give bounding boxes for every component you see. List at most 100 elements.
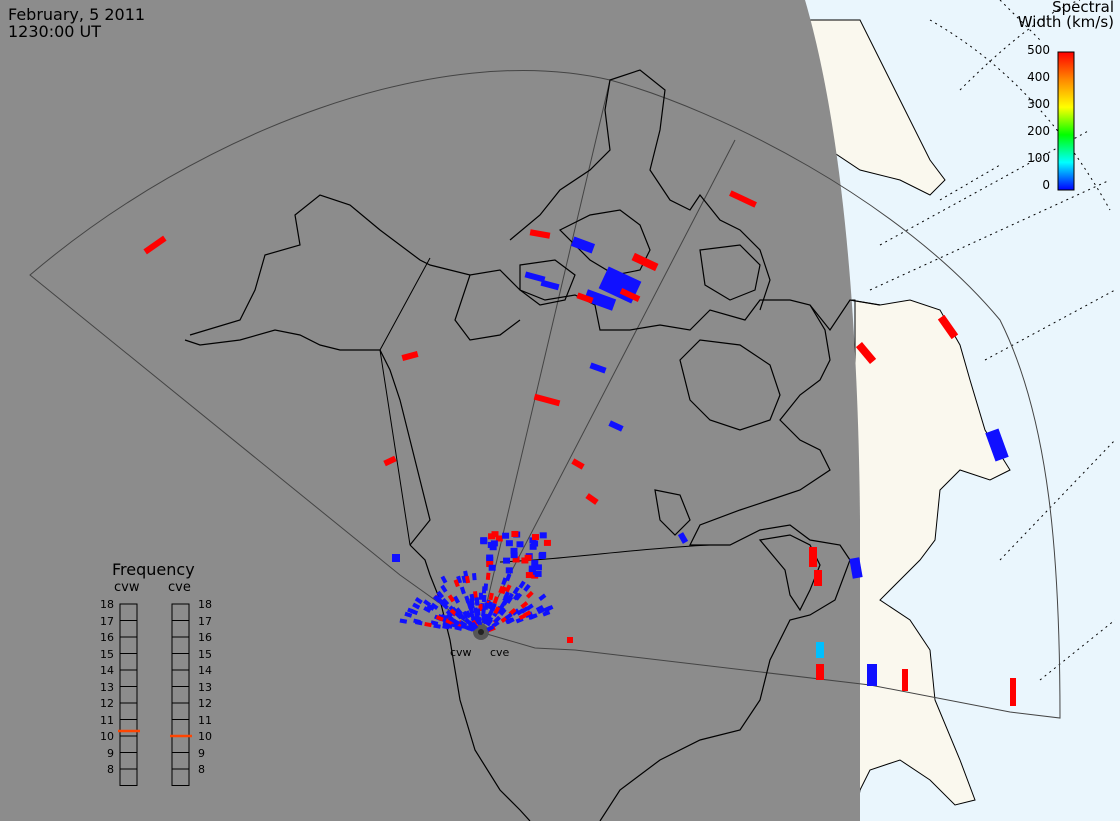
echo-cell (729, 190, 757, 208)
echo-cell (453, 579, 460, 588)
echo-cell (493, 615, 502, 624)
echo-cell (512, 586, 520, 595)
echo-cell (512, 556, 520, 563)
frequency-tick-8: 8 (198, 763, 205, 776)
frequency-radar-west: cvw (114, 580, 140, 595)
echo-cell (511, 608, 520, 616)
echo-cell (619, 288, 641, 302)
frequency-tick-18: 18 (100, 598, 114, 611)
echo-cell (495, 535, 503, 542)
echo-cell (488, 533, 496, 540)
echo-cell (525, 590, 534, 599)
echo-cell (462, 610, 470, 619)
echo-cell (902, 669, 908, 691)
echo-cell (392, 554, 400, 562)
frequency-tick-16: 16 (100, 631, 114, 644)
echo-cell (809, 547, 817, 567)
echo-cell (937, 314, 959, 340)
echo-cell (472, 572, 477, 581)
echo-cell (849, 557, 863, 579)
frequency-radar-east: cve (168, 580, 191, 595)
echo-cell (543, 605, 552, 613)
echo-cell (855, 342, 877, 364)
frequency-tick-10: 10 (100, 730, 114, 743)
echo-cell (505, 617, 514, 625)
echo-cell (448, 616, 457, 624)
echo-cell (399, 618, 408, 624)
echo-cell (523, 583, 531, 592)
echo-cell (867, 664, 877, 686)
echo-cell (486, 556, 494, 563)
echo-cell (441, 601, 449, 610)
frequency-tick-11: 11 (100, 713, 114, 727)
echo-cell (424, 621, 432, 628)
frequency-tick-16: 16 (198, 631, 212, 644)
echo-cell (520, 601, 529, 609)
echo-cell (505, 567, 513, 574)
echo-cell (1010, 678, 1016, 706)
echo-cell (521, 557, 529, 564)
echo-layer (143, 190, 1016, 706)
echo-cell (470, 621, 479, 630)
colorbar-title-line1: Spectral (1052, 0, 1114, 16)
echo-cell (523, 610, 532, 618)
radar-label-east: cve (490, 646, 510, 659)
echo-cell (505, 595, 514, 604)
colorbar-tick-300: 300 (1027, 97, 1050, 111)
echo-cell (504, 612, 513, 621)
echo-cell (404, 611, 413, 618)
echo-cell (510, 552, 518, 559)
echo-cell (534, 570, 542, 577)
colorbar-title-line2: Width (km/s) (1017, 13, 1114, 31)
echo-cell (481, 609, 486, 617)
echo-cell (531, 540, 539, 547)
echo-cell (492, 596, 499, 605)
frequency-tick-18: 18 (198, 598, 212, 611)
echo-cell (502, 532, 510, 539)
echo-cell (505, 540, 513, 547)
frequency-cell (119, 768, 138, 786)
colorbar-tick-400: 400 (1027, 70, 1050, 84)
echo-cell (535, 604, 544, 612)
frequency-title: Frequency (112, 560, 195, 579)
echo-cell (486, 560, 494, 567)
echo-cell (528, 568, 536, 575)
night-region (0, 0, 860, 821)
echo-cell (538, 593, 547, 601)
echo-cell (469, 593, 475, 602)
echo-cell (447, 594, 456, 603)
echo-cell (401, 351, 419, 361)
echo-cell (531, 534, 539, 541)
echo-cell (816, 664, 824, 680)
echo-cell (814, 570, 822, 586)
frequency-tick-13: 13 (100, 680, 114, 694)
echo-cell (529, 543, 537, 550)
echo-cell (677, 532, 689, 544)
echo-cell (816, 642, 824, 658)
frequency-tick-14: 14 (198, 664, 212, 677)
frequency-tick-15: 15 (198, 647, 212, 661)
echo-cell (487, 541, 495, 548)
echo-cell (483, 583, 489, 591)
echo-cell (486, 612, 493, 621)
echo-cell (453, 595, 460, 604)
echo-cell (505, 573, 512, 582)
echo-cell (529, 229, 551, 239)
echo-cell (493, 606, 501, 615)
echo-cell (469, 611, 476, 620)
echo-cell (412, 602, 421, 610)
echo-cell (383, 455, 397, 467)
echo-cell (583, 289, 617, 311)
echo-cell (467, 624, 476, 632)
echo-cell (525, 603, 534, 611)
echo-cell (498, 585, 505, 594)
echo-cell (488, 592, 494, 601)
echo-cell (525, 572, 533, 579)
echo-cell (529, 537, 537, 544)
echo-cell (511, 530, 519, 537)
echo-cell (585, 493, 599, 505)
echo-cell (490, 603, 497, 611)
colorbar-tick-200: 200 (1027, 124, 1050, 138)
echo-cell (430, 602, 439, 610)
frequency-panel (118, 603, 192, 786)
